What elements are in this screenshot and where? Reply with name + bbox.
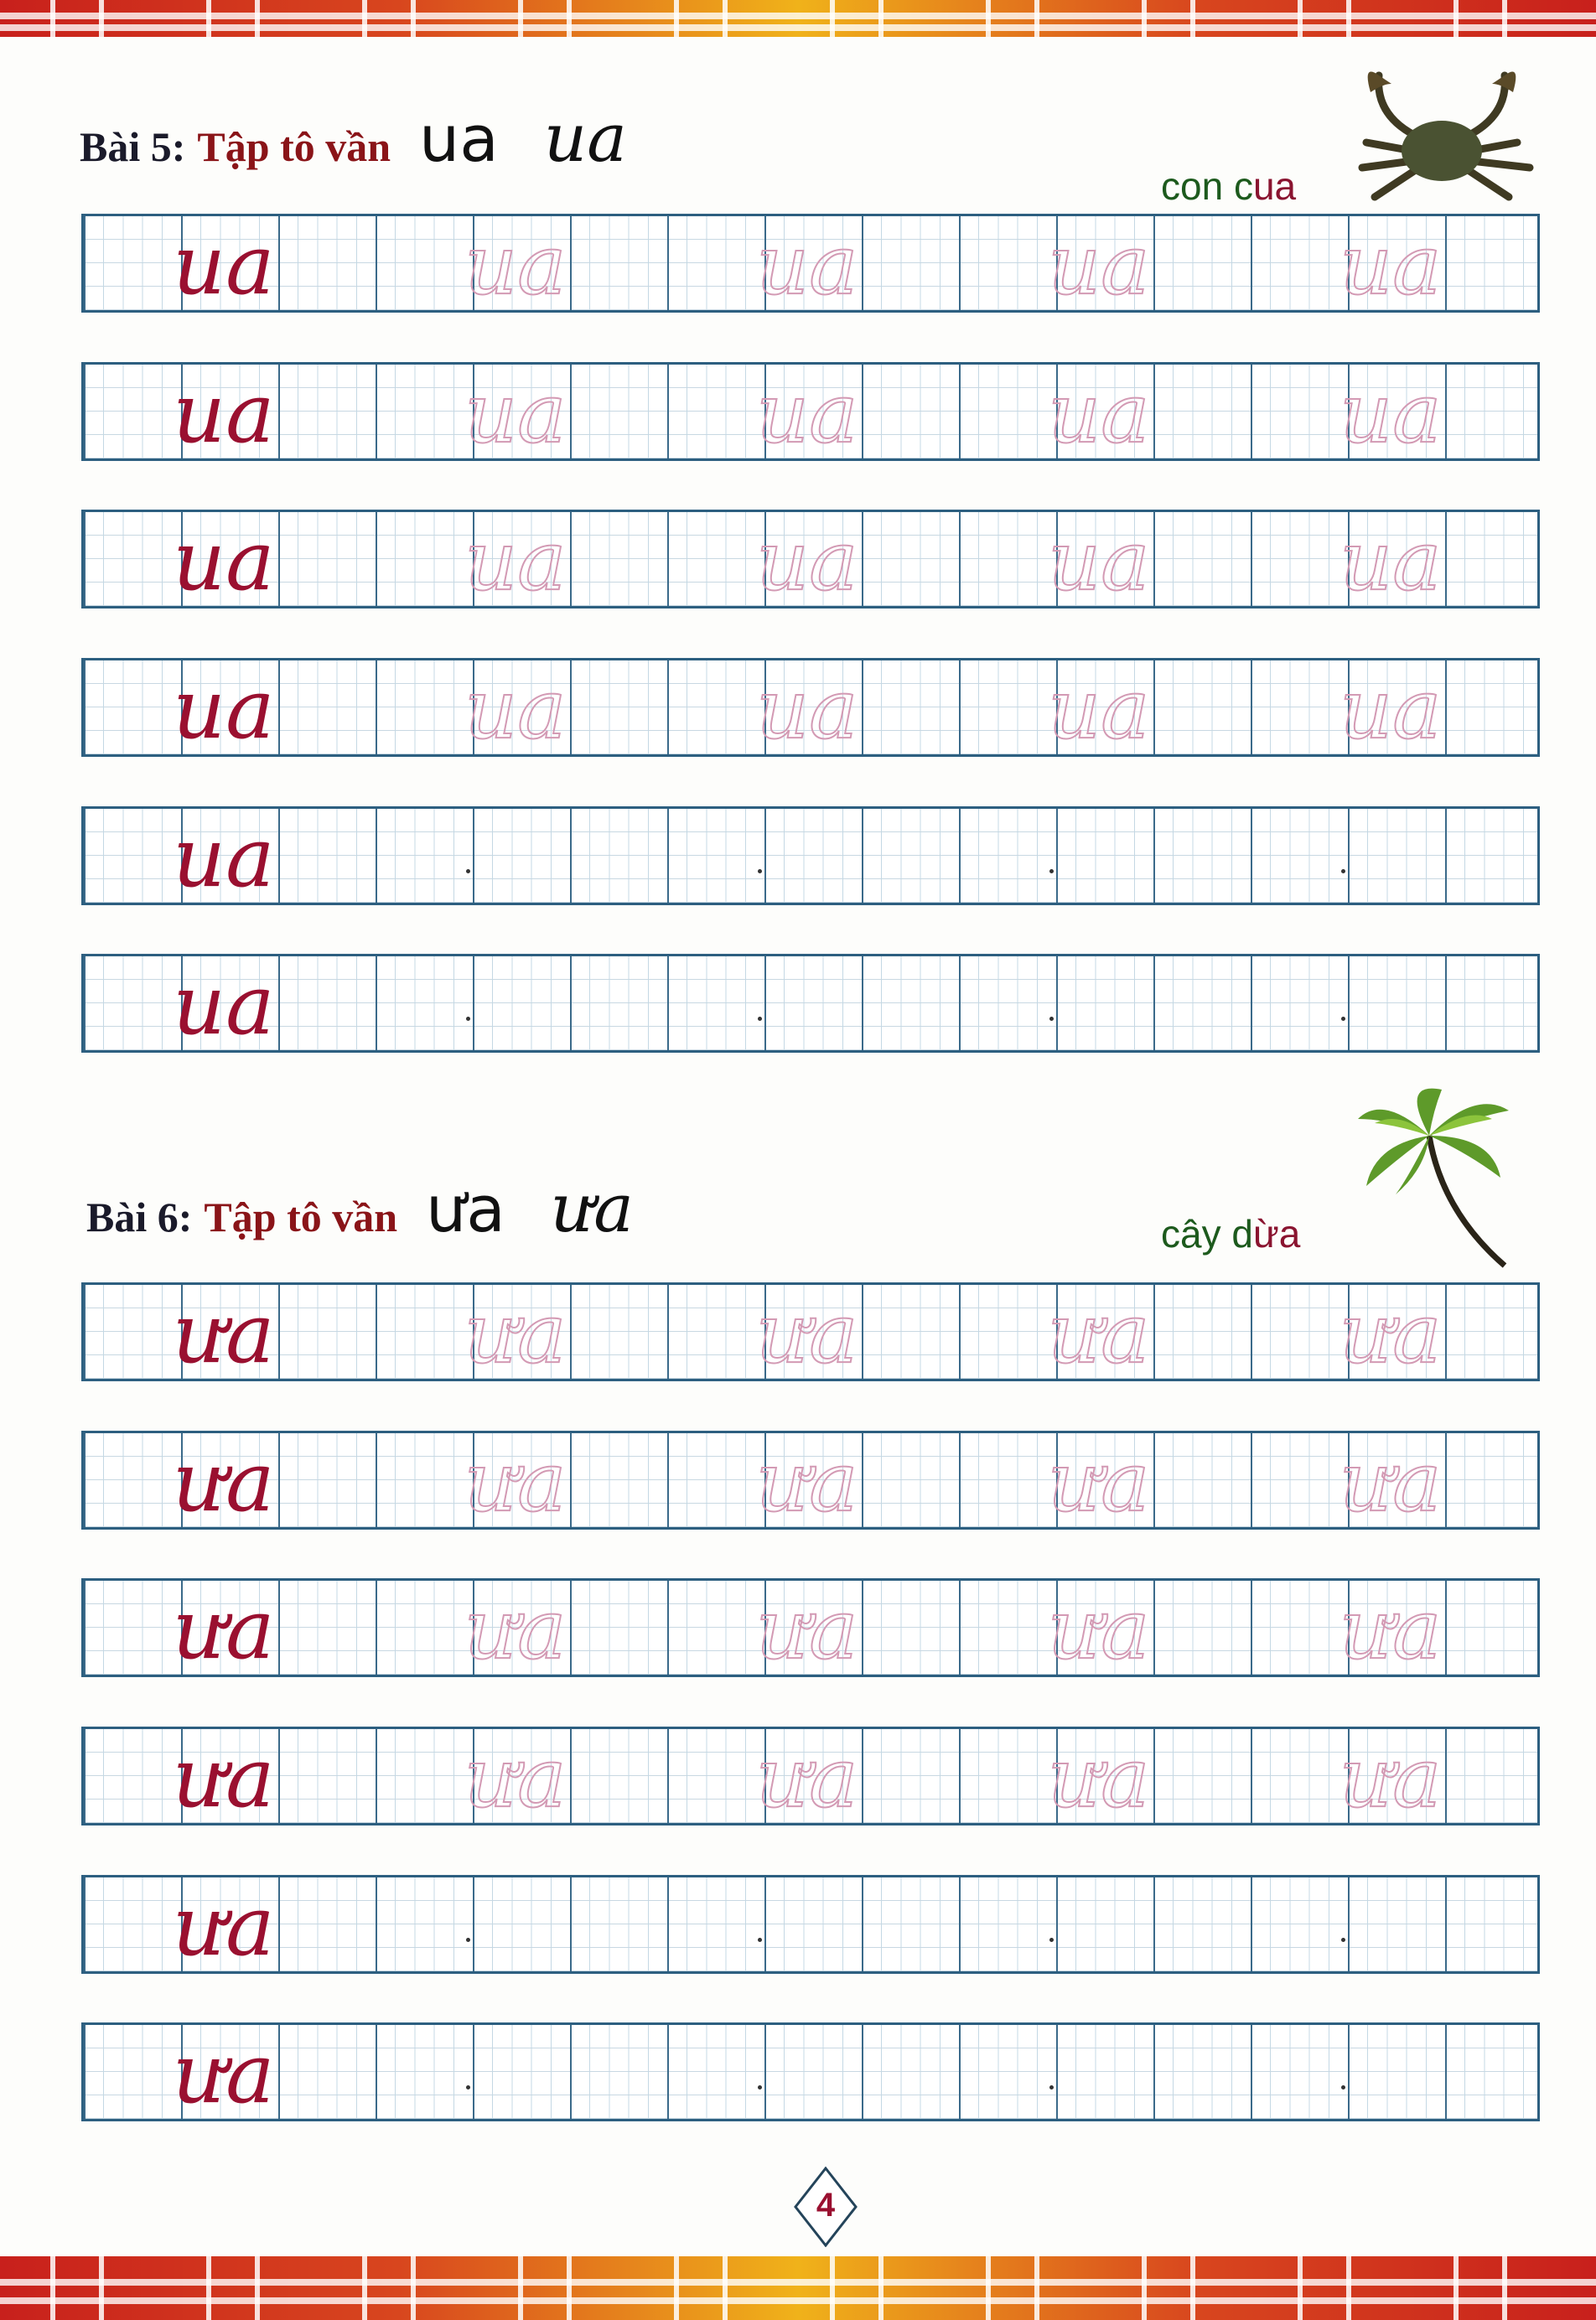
start-dot bbox=[466, 1017, 470, 1021]
print-rhyme: ua bbox=[419, 101, 499, 176]
trace-word: ưa bbox=[1047, 1287, 1151, 1382]
trace-word: ưa bbox=[1339, 1582, 1443, 1678]
picture-caption: con cua bbox=[1161, 163, 1296, 209]
writing-row[interactable]: ua ua ua ua ua bbox=[81, 362, 1540, 461]
sample-word: ưa bbox=[173, 1879, 275, 1975]
start-dot bbox=[758, 1938, 762, 1942]
trace-word: ua bbox=[1047, 662, 1151, 758]
start-dot bbox=[466, 1938, 470, 1942]
writing-row[interactable]: ưa bbox=[81, 2022, 1540, 2121]
lesson-5-heading: Bài 5: Tập tô vần ua ua bbox=[80, 99, 627, 177]
trace-word: ưa bbox=[464, 1287, 567, 1382]
trace-word: ua bbox=[1339, 218, 1443, 313]
caption-accent: ừa bbox=[1252, 1212, 1301, 1256]
trace-word: ưa bbox=[1047, 1731, 1151, 1826]
sample-word: ưa bbox=[173, 1582, 275, 1678]
trace-word: ưa bbox=[755, 1287, 859, 1382]
trace-word: ua bbox=[755, 514, 859, 609]
lesson-title: Tập tô vần bbox=[204, 1194, 398, 1240]
crab-icon bbox=[1358, 71, 1534, 201]
trace-word: ưa bbox=[1047, 1582, 1151, 1678]
lesson-title: Tập tô vần bbox=[197, 123, 391, 170]
sample-word: ua bbox=[173, 810, 275, 906]
sample-word: ua bbox=[173, 958, 275, 1054]
print-rhyme: ưa bbox=[426, 1172, 505, 1246]
start-dot bbox=[1341, 869, 1345, 873]
lesson-label: Bài 5: bbox=[80, 123, 186, 170]
trace-word: ưa bbox=[464, 1731, 567, 1826]
caption-text: cây d bbox=[1161, 1212, 1253, 1256]
writing-row[interactable]: ưa ưa ưa ưa ưa bbox=[81, 1431, 1540, 1530]
cursive-rhyme: ưa bbox=[550, 1169, 634, 1247]
trace-word: ưa bbox=[1339, 1435, 1443, 1530]
cursive-rhyme: ua bbox=[543, 99, 627, 177]
trace-word: ua bbox=[464, 662, 567, 758]
trace-word: ưa bbox=[1047, 1435, 1151, 1530]
writing-row[interactable]: ưa ưa ưa ưa ưa bbox=[81, 1727, 1540, 1825]
writing-row[interactable]: ua ua ua ua ua bbox=[81, 658, 1540, 757]
sample-word: ua bbox=[173, 514, 275, 609]
trace-word: ua bbox=[755, 218, 859, 313]
picture-caption: cây dừa bbox=[1161, 1211, 1300, 1256]
writing-row[interactable]: ưa ưa ưa ưa ưa bbox=[81, 1578, 1540, 1677]
start-dot bbox=[466, 2085, 470, 2090]
trace-word: ưa bbox=[755, 1435, 859, 1530]
start-dot bbox=[466, 869, 470, 873]
start-dot bbox=[1341, 1938, 1345, 1942]
trace-word: ưa bbox=[464, 1582, 567, 1678]
writing-row[interactable]: ua bbox=[81, 954, 1540, 1053]
writing-row[interactable]: ua bbox=[81, 806, 1540, 905]
start-dot bbox=[758, 1017, 762, 1021]
trace-word: ưa bbox=[464, 1435, 567, 1530]
caption-accent: ua bbox=[1252, 164, 1297, 208]
trace-word: ưa bbox=[755, 1582, 859, 1678]
sample-word: ưa bbox=[173, 1287, 275, 1382]
sample-word: ưa bbox=[173, 2027, 275, 2122]
decorative-border-bottom bbox=[0, 2256, 1596, 2320]
start-dot bbox=[758, 2085, 762, 2090]
page-number-text: 4 bbox=[816, 2187, 836, 2224]
palm-tree-icon bbox=[1358, 1088, 1509, 1268]
trace-word: ưa bbox=[1339, 1287, 1443, 1382]
trace-word: ua bbox=[1047, 514, 1151, 609]
trace-word: ua bbox=[464, 514, 567, 609]
decorative-border-top bbox=[0, 0, 1596, 37]
start-dot bbox=[758, 869, 762, 873]
trace-word: ua bbox=[1047, 218, 1151, 313]
page-number: 4 bbox=[792, 2167, 859, 2247]
trace-word: ua bbox=[755, 366, 859, 462]
start-dot bbox=[1341, 2085, 1345, 2090]
page-number-badge bbox=[794, 2167, 858, 2247]
sample-word: ưa bbox=[173, 1435, 275, 1530]
writing-row[interactable]: ua ua ua ua ua bbox=[81, 214, 1540, 313]
sample-word: ua bbox=[173, 662, 275, 758]
trace-word: ua bbox=[1339, 514, 1443, 609]
sample-word: ua bbox=[173, 366, 275, 462]
start-dot bbox=[1049, 1017, 1054, 1021]
trace-word: ưa bbox=[755, 1731, 859, 1826]
sample-word: ua bbox=[173, 218, 275, 313]
trace-word: ua bbox=[464, 366, 567, 462]
start-dot bbox=[1049, 869, 1054, 873]
trace-word: ua bbox=[1339, 366, 1443, 462]
lesson-label: Bài 6: bbox=[86, 1194, 193, 1240]
writing-row[interactable]: ua ua ua ua ua bbox=[81, 510, 1540, 608]
trace-word: ua bbox=[1047, 366, 1151, 462]
start-dot bbox=[1049, 2085, 1054, 2090]
trace-word: ua bbox=[755, 662, 859, 758]
start-dot bbox=[1341, 1017, 1345, 1021]
writing-row[interactable]: ưa ưa ưa ưa ưa bbox=[81, 1282, 1540, 1381]
sample-word: ưa bbox=[173, 1731, 275, 1826]
trace-word: ua bbox=[1339, 662, 1443, 758]
start-dot bbox=[1049, 1938, 1054, 1942]
trace-word: ua bbox=[464, 218, 567, 313]
writing-row[interactable]: ưa bbox=[81, 1875, 1540, 1974]
caption-text: con c bbox=[1161, 164, 1253, 208]
trace-word: ưa bbox=[1339, 1731, 1443, 1826]
lesson-6-heading: Bài 6: Tập tô vần ưa ưa bbox=[86, 1169, 634, 1247]
